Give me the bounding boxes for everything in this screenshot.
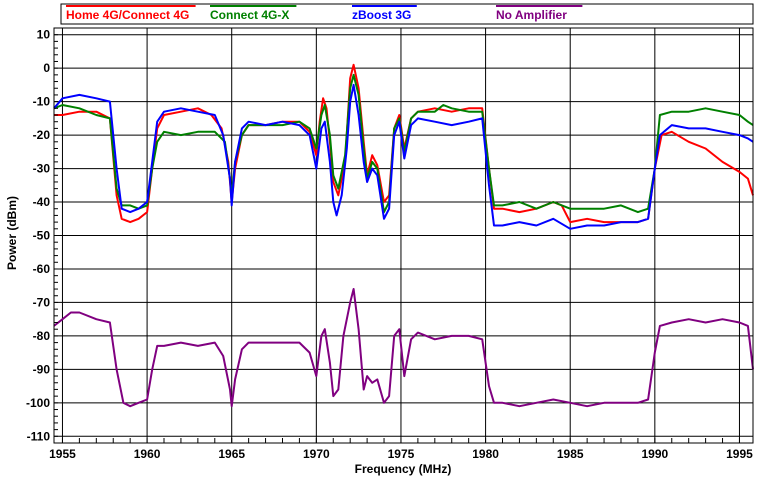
- y-tick-label: -40: [33, 195, 51, 209]
- x-axis-title: Frequency (MHz): [355, 462, 452, 476]
- y-tick-label: -60: [33, 262, 51, 276]
- legend-box: [60, 3, 754, 25]
- x-tick-label: 1980: [472, 447, 499, 461]
- series-lines: [53, 63, 754, 408]
- x-tick-label: 1965: [218, 447, 245, 461]
- series-line-2: [53, 73, 754, 214]
- x-tick-label: 1975: [388, 447, 415, 461]
- y-tick-label: 10: [37, 28, 51, 42]
- legend-entry-4: No Amplifier: [496, 8, 567, 22]
- x-tick-label: 1995: [726, 447, 753, 461]
- y-tick-label: -20: [33, 128, 51, 142]
- y-axis-title: Power (dBm): [5, 196, 19, 270]
- y-tick-label: -110: [27, 429, 51, 443]
- y-tick-label: -80: [33, 329, 51, 343]
- series-line-4: [53, 288, 754, 408]
- y-axis-ticks: 10 0 -10 -20 -30 -40 -50 -60 -70 -80 -90 -100 -110: [26, 27, 58, 444]
- y-tick-label: -90: [33, 362, 51, 376]
- legend-entry-1: Home 4G/Connect 4G: [66, 8, 189, 22]
- x-tick-label: 1990: [641, 447, 668, 461]
- x-tick-label: 1955: [49, 447, 76, 461]
- x-tick-label: 1985: [557, 447, 584, 461]
- series-line-3: [53, 83, 754, 230]
- x-axis-ticks: 1955 1960 1965 1970 1975 1980 1985 1990 1995: [49, 438, 753, 461]
- y-tick-label: -100: [26, 396, 50, 410]
- x-tick-label: 1970: [303, 447, 330, 461]
- y-tick-label: -50: [33, 229, 51, 243]
- y-tick-label: -30: [33, 162, 51, 176]
- y-tick-label: 0: [43, 61, 50, 75]
- legend: Home 4G/Connect 4G Connect 4G-X zBoost 3G N…: [60, 3, 754, 25]
- y-tick-label: -10: [33, 95, 51, 109]
- legend-entry-2: Connect 4G-X: [210, 8, 289, 22]
- legend-entry-3: zBoost 3G: [352, 8, 411, 22]
- y-tick-label: -70: [33, 295, 51, 309]
- grid: [54, 28, 753, 443]
- x-tick-label: 1960: [134, 447, 161, 461]
